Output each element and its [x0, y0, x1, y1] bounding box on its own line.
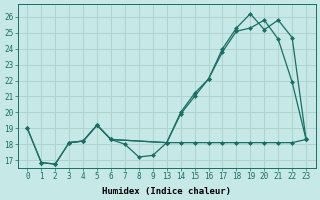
X-axis label: Humidex (Indice chaleur): Humidex (Indice chaleur)	[102, 187, 231, 196]
